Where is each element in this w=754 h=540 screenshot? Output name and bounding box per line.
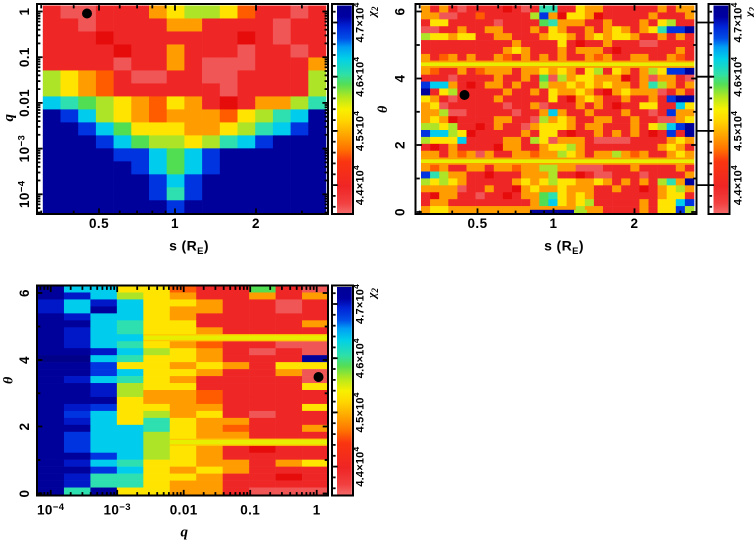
svg-text:4.5×104: 4.5×104 <box>729 111 745 151</box>
svg-text:1: 1 <box>17 7 32 15</box>
svg-text:4: 4 <box>393 74 408 82</box>
svg-text:0.01: 0.01 <box>170 503 198 518</box>
svg-text:0.5: 0.5 <box>89 216 109 231</box>
svg-text:2: 2 <box>17 423 32 431</box>
svg-text:q: q <box>1 113 17 121</box>
svg-text:θ: θ <box>2 376 17 384</box>
svg-text:1: 1 <box>171 216 179 231</box>
svg-text:4.6×104: 4.6×104 <box>351 57 367 97</box>
svg-text:4.7×104: 4.7×104 <box>729 2 745 42</box>
svg-text:4.4×104: 4.4×104 <box>351 446 367 486</box>
svg-text:q: q <box>181 525 189 540</box>
svg-text:0.1: 0.1 <box>17 47 32 67</box>
svg-text:6: 6 <box>17 289 32 297</box>
svg-text:4.6×104: 4.6×104 <box>351 338 367 378</box>
svg-text:4.7×104: 4.7×104 <box>351 2 367 42</box>
svg-text:4.4×104: 4.4×104 <box>351 165 367 205</box>
svg-text:4.7×104: 4.7×104 <box>351 284 367 324</box>
svg-text:2: 2 <box>252 216 260 231</box>
svg-text:0: 0 <box>17 490 32 498</box>
svg-text:2: 2 <box>631 216 639 231</box>
svg-text:4.5×104: 4.5×104 <box>351 111 367 151</box>
svg-text:4.5×104: 4.5×104 <box>351 392 367 432</box>
svg-text:0.01: 0.01 <box>17 89 32 117</box>
svg-text:1: 1 <box>550 216 558 231</box>
svg-text:4: 4 <box>17 356 32 364</box>
svg-text:0.5: 0.5 <box>468 216 488 231</box>
svg-text:4.6×104: 4.6×104 <box>729 57 745 97</box>
svg-text:0.1: 0.1 <box>240 503 260 518</box>
svg-text:2: 2 <box>393 141 408 149</box>
svg-text:θ: θ <box>376 105 391 113</box>
svg-text:0: 0 <box>393 208 408 216</box>
svg-text:1: 1 <box>313 503 321 518</box>
svg-text:4.4×104: 4.4×104 <box>729 165 745 205</box>
svg-text:6: 6 <box>393 7 408 15</box>
